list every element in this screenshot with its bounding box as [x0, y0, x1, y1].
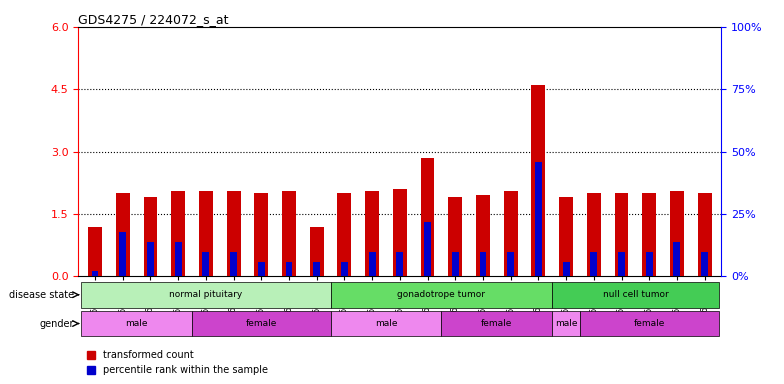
Bar: [452, 252, 459, 276]
Bar: [552, 282, 718, 308]
Text: male: male: [125, 319, 148, 328]
Bar: [587, 193, 601, 276]
Bar: [143, 197, 158, 276]
Bar: [618, 252, 625, 276]
Bar: [310, 227, 324, 276]
Bar: [535, 162, 542, 276]
Bar: [192, 311, 331, 336]
Bar: [199, 191, 212, 276]
Bar: [701, 252, 708, 276]
Bar: [314, 262, 320, 276]
Text: GDS4275 / 224072_s_at: GDS4275 / 224072_s_at: [78, 13, 229, 26]
Bar: [171, 191, 185, 276]
Text: male: male: [555, 319, 577, 328]
Bar: [448, 197, 463, 276]
Bar: [552, 311, 580, 336]
Bar: [476, 195, 490, 276]
Bar: [424, 222, 431, 276]
Bar: [337, 193, 351, 276]
Bar: [532, 85, 546, 276]
Bar: [175, 242, 182, 276]
Text: normal pituitary: normal pituitary: [169, 290, 242, 299]
Bar: [368, 252, 376, 276]
Bar: [504, 191, 517, 276]
Legend: transformed count, percentile rank within the sample: transformed count, percentile rank withi…: [83, 346, 271, 379]
Bar: [254, 193, 268, 276]
Text: female: female: [633, 319, 665, 328]
Bar: [331, 282, 552, 308]
Bar: [698, 193, 712, 276]
Bar: [563, 262, 569, 276]
Bar: [82, 282, 331, 308]
Bar: [116, 193, 129, 276]
Text: male: male: [375, 319, 397, 328]
Bar: [397, 252, 403, 276]
Text: female: female: [481, 319, 513, 328]
Bar: [92, 271, 99, 276]
Bar: [88, 227, 102, 276]
Bar: [590, 252, 597, 276]
Text: gonadotrope tumor: gonadotrope tumor: [397, 290, 485, 299]
Bar: [365, 191, 379, 276]
Text: gender: gender: [40, 318, 74, 329]
Bar: [559, 197, 573, 276]
Bar: [507, 252, 514, 276]
Bar: [82, 311, 192, 336]
Bar: [282, 191, 296, 276]
Bar: [646, 252, 653, 276]
Bar: [673, 242, 681, 276]
Bar: [227, 191, 241, 276]
Bar: [441, 311, 552, 336]
Bar: [480, 252, 486, 276]
Bar: [331, 311, 441, 336]
Bar: [580, 311, 718, 336]
Bar: [285, 262, 292, 276]
Bar: [642, 193, 656, 276]
Text: disease state: disease state: [9, 290, 74, 300]
Text: female: female: [245, 319, 277, 328]
Bar: [421, 158, 434, 276]
Bar: [230, 252, 237, 276]
Bar: [202, 252, 209, 276]
Bar: [147, 242, 154, 276]
Bar: [341, 262, 348, 276]
Text: null cell tumor: null cell tumor: [602, 290, 668, 299]
Bar: [258, 262, 265, 276]
Bar: [119, 232, 126, 276]
Bar: [615, 193, 629, 276]
Bar: [670, 191, 684, 276]
Bar: [393, 189, 407, 276]
